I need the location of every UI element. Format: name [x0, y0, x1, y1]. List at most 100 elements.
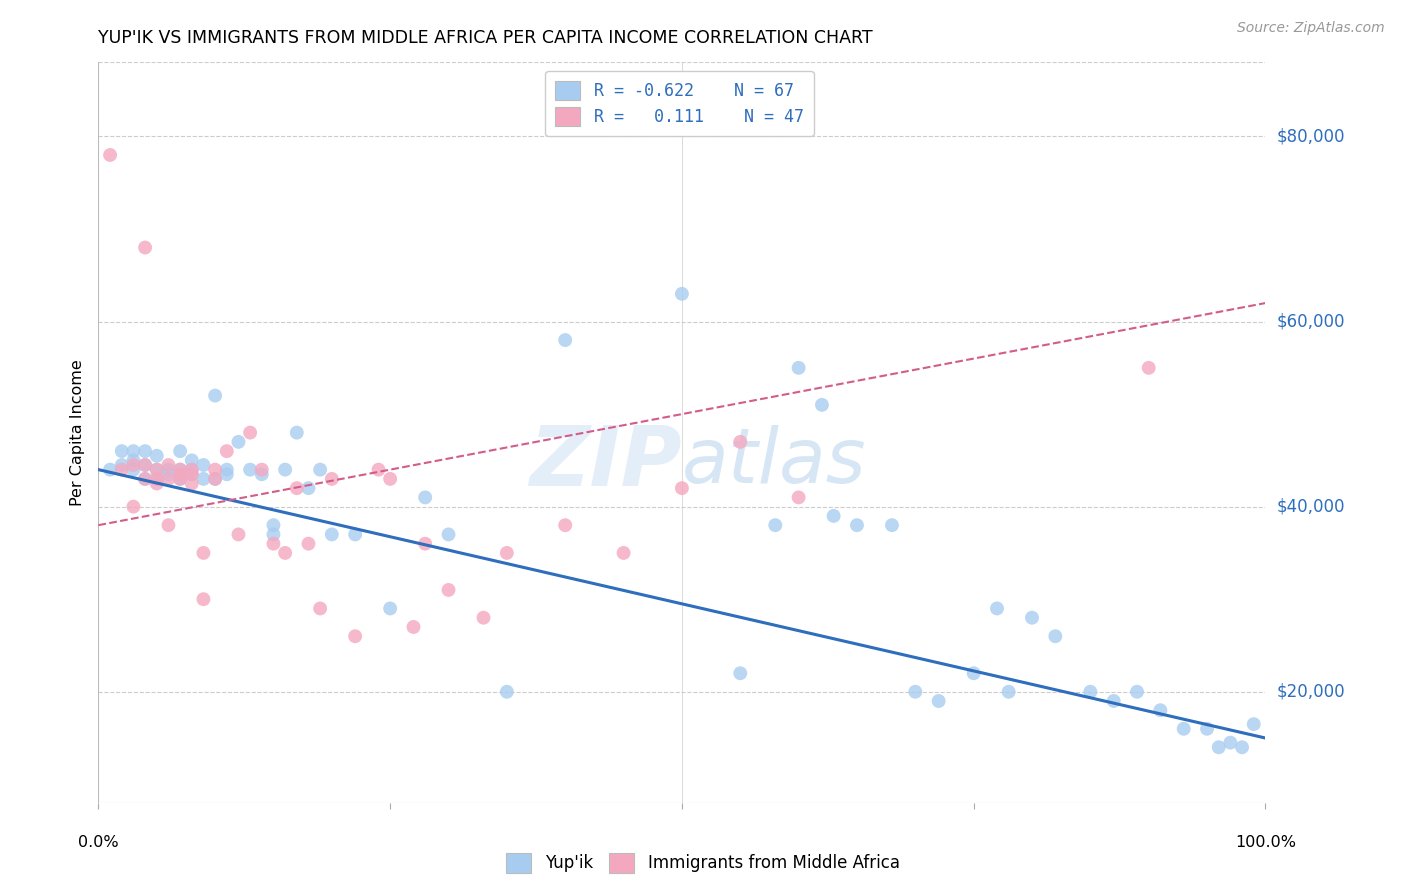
Point	[122, 500, 145, 514]
Point	[285, 425, 308, 440]
Point	[1173, 722, 1195, 736]
Point	[204, 472, 226, 486]
Point	[1080, 685, 1102, 699]
Point	[250, 462, 273, 476]
Point	[146, 476, 169, 491]
Point	[472, 610, 495, 624]
Text: $60,000: $60,000	[1277, 312, 1346, 331]
Point	[111, 462, 134, 476]
Point	[157, 458, 180, 472]
Point	[1102, 694, 1125, 708]
Point	[787, 360, 810, 375]
Point	[146, 472, 169, 486]
Point	[730, 666, 752, 681]
Point	[437, 582, 460, 597]
Point	[134, 458, 156, 472]
Point	[554, 333, 576, 347]
Point	[239, 425, 262, 440]
Point	[111, 458, 134, 472]
Point	[169, 467, 191, 482]
Point	[671, 286, 693, 301]
Point	[274, 462, 297, 476]
Point	[309, 462, 332, 476]
Text: YUP'IK VS IMMIGRANTS FROM MIDDLE AFRICA PER CAPITA INCOME CORRELATION CHART: YUP'IK VS IMMIGRANTS FROM MIDDLE AFRICA …	[98, 29, 873, 47]
Point	[98, 462, 121, 476]
Point	[321, 527, 343, 541]
Point	[496, 685, 519, 699]
Point	[413, 536, 436, 550]
Point	[146, 449, 169, 463]
Point	[169, 472, 191, 486]
Point	[846, 518, 869, 533]
Point	[157, 462, 180, 476]
Point	[239, 462, 262, 476]
Point	[613, 546, 636, 560]
Point	[1021, 610, 1043, 624]
Point	[309, 601, 332, 615]
Point	[274, 546, 297, 560]
Point	[1195, 722, 1218, 736]
Point	[437, 527, 460, 541]
Point	[98, 148, 121, 162]
Point	[193, 546, 215, 560]
Point	[1230, 740, 1253, 755]
Point	[215, 467, 238, 482]
Point	[134, 458, 156, 472]
Point	[344, 527, 367, 541]
Point	[122, 458, 145, 472]
Point	[180, 462, 202, 476]
Point	[111, 444, 134, 458]
Point	[811, 398, 834, 412]
Point	[180, 467, 202, 482]
Text: $40,000: $40,000	[1277, 498, 1346, 516]
Point	[169, 444, 191, 458]
Point	[1208, 740, 1230, 755]
Point	[297, 536, 319, 550]
Point	[763, 518, 786, 533]
Point	[215, 462, 238, 476]
Point	[250, 467, 273, 482]
Point	[402, 620, 425, 634]
Point	[496, 546, 519, 560]
Point	[380, 601, 402, 615]
Point	[204, 472, 226, 486]
Point	[157, 518, 180, 533]
Text: $20,000: $20,000	[1277, 682, 1346, 701]
Point	[321, 472, 343, 486]
Point	[928, 694, 950, 708]
Point	[962, 666, 984, 681]
Text: ZIP: ZIP	[529, 422, 682, 503]
Point	[1137, 360, 1160, 375]
Point	[904, 685, 927, 699]
Point	[1149, 703, 1171, 717]
Point	[169, 462, 191, 476]
Point	[880, 518, 903, 533]
Point	[180, 453, 202, 467]
Point	[146, 462, 169, 476]
Point	[180, 476, 202, 491]
Point	[157, 467, 180, 482]
Point	[134, 472, 156, 486]
Point	[193, 592, 215, 607]
Point	[986, 601, 1008, 615]
Point	[997, 685, 1019, 699]
Point	[146, 462, 169, 476]
Point	[157, 472, 180, 486]
Point	[180, 467, 202, 482]
Point	[134, 472, 156, 486]
Text: Source: ZipAtlas.com: Source: ZipAtlas.com	[1237, 21, 1385, 36]
Point	[134, 444, 156, 458]
Point	[146, 472, 169, 486]
Point	[285, 481, 308, 495]
Text: atlas: atlas	[682, 425, 866, 500]
Point	[228, 527, 250, 541]
Point	[1243, 717, 1265, 731]
Point	[169, 472, 191, 486]
Point	[380, 472, 402, 486]
Point	[204, 389, 226, 403]
Point	[215, 444, 238, 458]
Point	[169, 462, 191, 476]
Point	[193, 472, 215, 486]
Point	[1219, 736, 1241, 750]
Point	[180, 462, 202, 476]
